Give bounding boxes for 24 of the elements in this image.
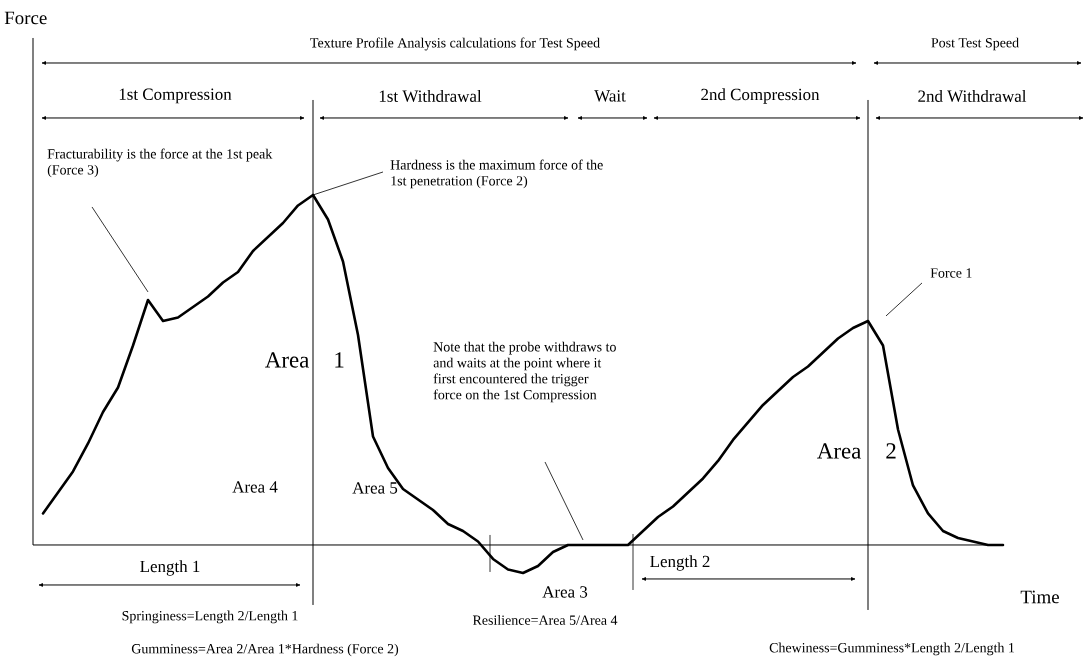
text: Resilience=Area 5/Area 4 [472,615,618,625]
text: Springiness=Length 2/Length 1 [122,610,298,624]
text: 1st Withdrawal [379,89,482,102]
text: Texture Profile Analysis calculations for Test Speed [310,37,600,51]
text: 1st Compression [119,88,232,104]
annotation: Area 4 [232,481,278,493]
text: Gumminess=Area 2/Area 1*Hardness (Force 2) [131,643,399,657]
text: Time [1020,590,1060,604]
text: Post Test Speed [931,37,1019,51]
annotation: Area 1 [265,352,344,368]
text: Area 3 [542,586,588,598]
text: Fracturability is the force at the 1st peak (Force 3) [47,148,273,178]
text: 2nd Withdrawal [918,89,1027,102]
annotation: Note that the probe withdraws to and waits at the point where it first encountered the trigger force on the 1st Compression [433,341,616,403]
annotation: Area 2 [817,443,896,459]
text: Force [4,11,47,25]
text: Hardness is the maximum force of the 1st penetration (Force 2) [390,159,603,189]
text: Chewiness=Gumminess*Length 2/Length 1 [769,642,1015,656]
annotation: Length 1 [140,560,200,576]
text: 2nd Compression [701,88,820,104]
annotation: Force 1 [930,268,972,278]
annotation: Area 5 [352,482,398,494]
annotation: Length 2 [650,555,710,571]
text: Wait [594,90,626,102]
